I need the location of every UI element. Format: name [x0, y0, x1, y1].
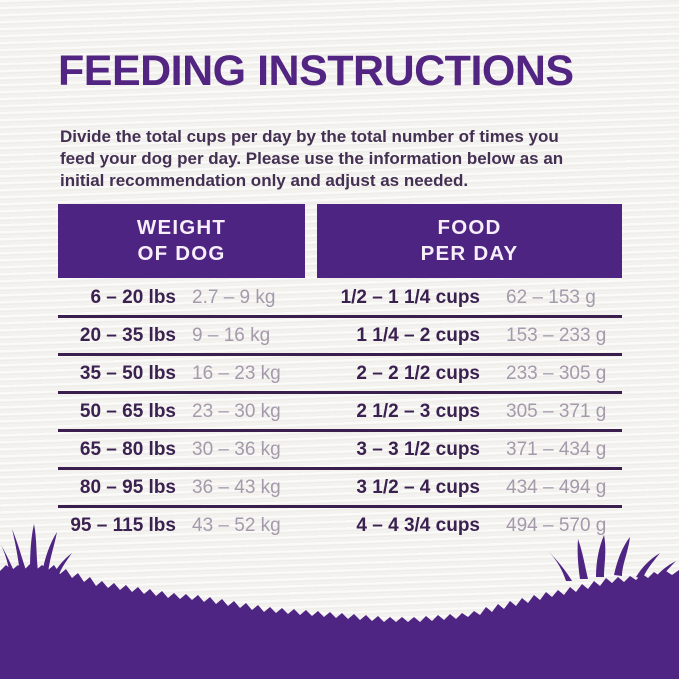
food-cups-value: 2 1/2 – 3 cups — [356, 400, 480, 422]
weight-lbs-value: 95 – 115 lbs — [70, 514, 176, 536]
table-body: 6 – 20 lbs 2.7 – 9 kg 1/2 – 1 1/4 cups 6… — [58, 280, 622, 543]
weight-lbs-value: 50 – 65 lbs — [79, 400, 176, 422]
intro-line-1: Divide the total cups per day by the tot… — [60, 127, 559, 146]
food-cups-value: 3 – 3 1/2 cups — [356, 438, 480, 460]
intro-line-2: feed your dog per day. Please use the in… — [60, 149, 564, 168]
intro-line-3: initial recommendation only and adjust a… — [60, 171, 469, 190]
food-grams-value: 494 – 570 g — [506, 514, 607, 536]
col-header-weight-of-dog: WEIGHT OF DOG — [58, 204, 305, 278]
feeding-table: WEIGHT OF DOG FOOD PER DAY 6 – 20 lbs 2.… — [58, 204, 622, 543]
table-row: 80 – 95 lbs 36 – 43 kg 3 1/2 – 4 cups 43… — [58, 470, 622, 508]
weight-kg-value: 9 – 16 kg — [192, 324, 271, 346]
table-row: 20 – 35 lbs 9 – 16 kg 1 1/4 – 2 cups 153… — [58, 318, 622, 356]
weight-lbs-value: 65 – 80 lbs — [79, 438, 176, 460]
table-row: 95 – 115 lbs 43 – 52 kg 4 – 4 3/4 cups 4… — [58, 508, 622, 543]
table-row: 65 – 80 lbs 30 – 36 kg 3 – 3 1/2 cups 37… — [58, 432, 622, 470]
weight-kg-value: 16 – 23 kg — [192, 362, 281, 384]
food-grams-value: 153 – 233 g — [506, 324, 607, 346]
col-header-food-line1: FOOD — [437, 216, 502, 239]
table-row: 35 – 50 lbs 16 – 23 kg 2 – 2 1/2 cups 23… — [58, 356, 622, 394]
food-grams-value: 434 – 494 g — [506, 476, 607, 498]
weight-kg-value: 2.7 – 9 kg — [192, 286, 276, 308]
col-header-food-per-day: FOOD PER DAY — [317, 204, 622, 278]
table-header-row: WEIGHT OF DOG FOOD PER DAY — [58, 204, 622, 278]
intro-text: Divide the total cups per day by the tot… — [60, 126, 563, 192]
weight-kg-value: 30 – 36 kg — [192, 438, 281, 460]
weight-lbs-value: 80 – 95 lbs — [79, 476, 176, 498]
weight-lbs-value: 6 – 20 lbs — [90, 286, 176, 308]
weight-lbs-value: 20 – 35 lbs — [79, 324, 176, 346]
food-grams-value: 371 – 434 g — [506, 438, 607, 460]
food-cups-value: 1 1/4 – 2 cups — [356, 324, 480, 346]
food-grams-value: 305 – 371 g — [506, 400, 607, 422]
food-grams-value: 233 – 305 g — [506, 362, 607, 384]
weight-kg-value: 36 – 43 kg — [192, 476, 281, 498]
col-header-food-line2: PER DAY — [420, 242, 519, 265]
grass-silhouette-icon — [0, 524, 679, 679]
weight-lbs-value: 35 – 50 lbs — [79, 362, 176, 384]
weight-kg-value: 23 – 30 kg — [192, 400, 281, 422]
food-cups-value: 4 – 4 3/4 cups — [356, 514, 480, 536]
weight-kg-value: 43 – 52 kg — [192, 514, 281, 536]
food-grams-value: 62 – 153 g — [506, 286, 596, 308]
col-header-weight-line2: OF DOG — [137, 242, 226, 265]
food-cups-value: 2 – 2 1/2 cups — [356, 362, 480, 384]
food-cups-value: 1/2 – 1 1/4 cups — [340, 286, 480, 308]
table-row: 50 – 65 lbs 23 – 30 kg 2 1/2 – 3 cups 30… — [58, 394, 622, 432]
page-title: FEEDING INSTRUCTIONS — [58, 47, 574, 95]
table-row: 6 – 20 lbs 2.7 – 9 kg 1/2 – 1 1/4 cups 6… — [58, 280, 622, 318]
food-cups-value: 3 1/2 – 4 cups — [356, 476, 480, 498]
col-header-weight-line1: WEIGHT — [136, 216, 227, 239]
